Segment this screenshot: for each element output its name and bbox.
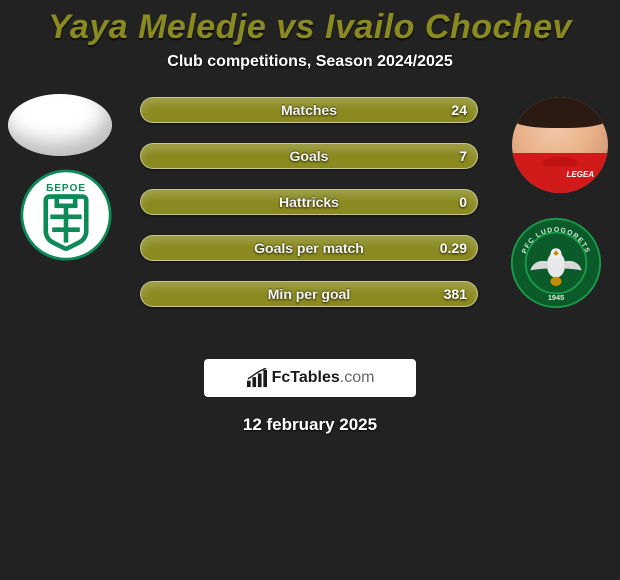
beroe-badge-icon: БЕРОЕ xyxy=(20,169,112,261)
stat-row-matches: Matches 24 xyxy=(140,97,478,123)
shirt-brand-label: LEGEA xyxy=(566,170,594,179)
fctables-bars-icon xyxy=(246,368,268,388)
stats-bars: Matches 24 Goals 7 Hattricks 0 Goals per… xyxy=(140,97,478,327)
branding-box[interactable]: FcTables.com xyxy=(204,359,416,397)
brand-label: FcTables xyxy=(272,369,340,386)
subtitle: Club competitions, Season 2024/2025 xyxy=(0,53,620,89)
player-left-avatar xyxy=(8,94,112,156)
stat-row-goals: Goals 7 xyxy=(140,143,478,169)
stat-label: Goals xyxy=(141,144,477,168)
stat-value-right: 7 xyxy=(459,144,467,168)
stat-value-right: 24 xyxy=(451,98,467,122)
stat-label: Matches xyxy=(141,98,477,122)
stat-label: Hattricks xyxy=(141,190,477,214)
stat-row-mpg: Min per goal 381 xyxy=(140,281,478,307)
stat-row-hattricks: Hattricks 0 xyxy=(140,189,478,215)
player-left-club-badge: БЕРОЕ xyxy=(20,169,112,261)
ludogorets-badge-icon: PFC LUDOGORETS 1945 xyxy=(510,217,602,309)
stat-label: Goals per match xyxy=(141,236,477,260)
stat-value-right: 381 xyxy=(444,282,467,306)
brand-name: FcTables.com xyxy=(272,369,375,387)
stat-value-right: 0 xyxy=(459,190,467,214)
date-label: 12 february 2025 xyxy=(0,397,620,435)
svg-text:1945: 1945 xyxy=(548,293,564,302)
player-right-avatar: LEGEA xyxy=(512,97,608,193)
stat-value-right: 0.29 xyxy=(440,236,467,260)
svg-text:БЕРОЕ: БЕРОЕ xyxy=(46,183,86,194)
player-right-club-badge: PFC LUDOGORETS 1945 xyxy=(510,217,602,309)
comparison-panel: БЕРОЕ LEGEA PFC xyxy=(0,89,620,349)
avatar-collar xyxy=(543,157,578,167)
avatar-hair xyxy=(512,97,608,128)
stat-label: Min per goal xyxy=(141,282,477,306)
brand-suffix: .com xyxy=(340,369,375,386)
page-title: Yaya Meledje vs Ivailo Chochev xyxy=(0,0,620,53)
stat-row-gpm: Goals per match 0.29 xyxy=(140,235,478,261)
